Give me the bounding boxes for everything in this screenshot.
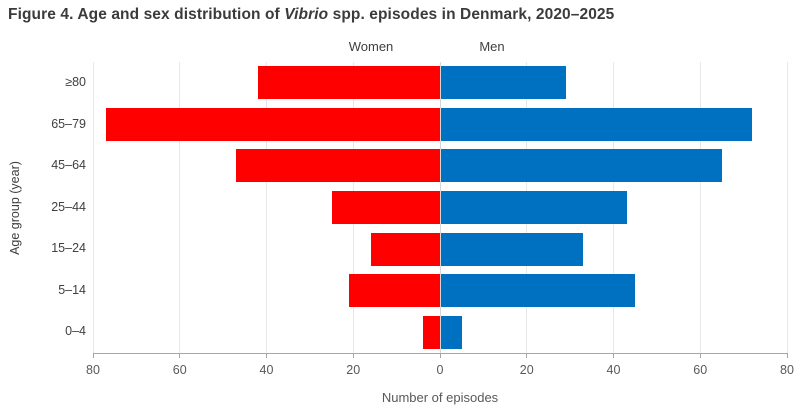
x-tick-label: 80 bbox=[86, 363, 100, 377]
x-tick-label: 60 bbox=[693, 363, 708, 377]
age-group-label: 5–14 bbox=[58, 282, 86, 297]
axis-tick-mark bbox=[786, 353, 788, 358]
gridline bbox=[92, 62, 94, 353]
figure-title-prefix: Figure 4. Age and sex distribution of bbox=[8, 6, 285, 23]
age-group-label: 15–24 bbox=[51, 241, 86, 256]
gridline bbox=[786, 62, 788, 353]
x-tick-label: 0 bbox=[436, 363, 444, 377]
axis-tick-mark bbox=[439, 353, 441, 358]
bar-women-15–24 bbox=[370, 232, 440, 266]
x-tick-label: 20 bbox=[346, 363, 361, 377]
bar-women-≥80 bbox=[257, 66, 440, 100]
age-group-label: ≥80 bbox=[65, 75, 86, 89]
axis-tick-mark bbox=[92, 353, 94, 358]
age-group-label: 0–4 bbox=[65, 324, 86, 339]
x-tick-label: 60 bbox=[172, 363, 187, 377]
figure-title-italic: Vibrio bbox=[284, 6, 329, 23]
bar-men-0–4 bbox=[440, 315, 462, 349]
bar-women-45–64 bbox=[236, 149, 440, 183]
bar-women-0–4 bbox=[422, 315, 440, 349]
axis-tick-mark bbox=[526, 353, 528, 358]
x-tick-label: 40 bbox=[259, 363, 274, 377]
y-axis-title: Age group (year) bbox=[8, 161, 22, 255]
axis-tick-mark bbox=[352, 353, 354, 358]
bar-women-65–79 bbox=[106, 107, 440, 141]
plot-area bbox=[92, 62, 788, 358]
age-group-label: 45–64 bbox=[51, 158, 86, 173]
axis-tick-mark bbox=[266, 353, 267, 358]
zero-gridline bbox=[439, 62, 441, 353]
figure-title: Figure 4. Age and sex distribution of Vi… bbox=[8, 6, 614, 24]
bar-men-15–24 bbox=[440, 232, 584, 266]
bar-women-25–44 bbox=[331, 191, 440, 224]
series-label-women: Women bbox=[348, 39, 394, 54]
bar-men-65–79 bbox=[440, 107, 753, 141]
axis-tick-mark bbox=[613, 353, 614, 358]
gridline bbox=[179, 62, 181, 353]
gridline bbox=[699, 62, 701, 353]
bar-men-45–64 bbox=[440, 149, 722, 183]
figure-title-suffix: spp. episodes in Denmark, 2020–2025 bbox=[328, 6, 615, 23]
bar-men-≥80 bbox=[440, 66, 566, 100]
bar-men-25–44 bbox=[440, 191, 627, 224]
axis-tick-mark bbox=[179, 353, 181, 358]
x-tick-label: 20 bbox=[519, 363, 534, 377]
age-group-label: 25–44 bbox=[51, 199, 86, 214]
x-axis-title: Number of episodes bbox=[381, 390, 499, 405]
bar-women-5–14 bbox=[348, 274, 440, 308]
x-tick-label: 40 bbox=[606, 363, 621, 377]
series-label-men: Men bbox=[479, 39, 505, 54]
gridline bbox=[266, 62, 267, 353]
age-group-label: 65–79 bbox=[51, 116, 86, 131]
bar-men-5–14 bbox=[440, 274, 636, 308]
x-tick-label: 80 bbox=[780, 363, 794, 377]
axis-tick-mark bbox=[699, 353, 701, 358]
